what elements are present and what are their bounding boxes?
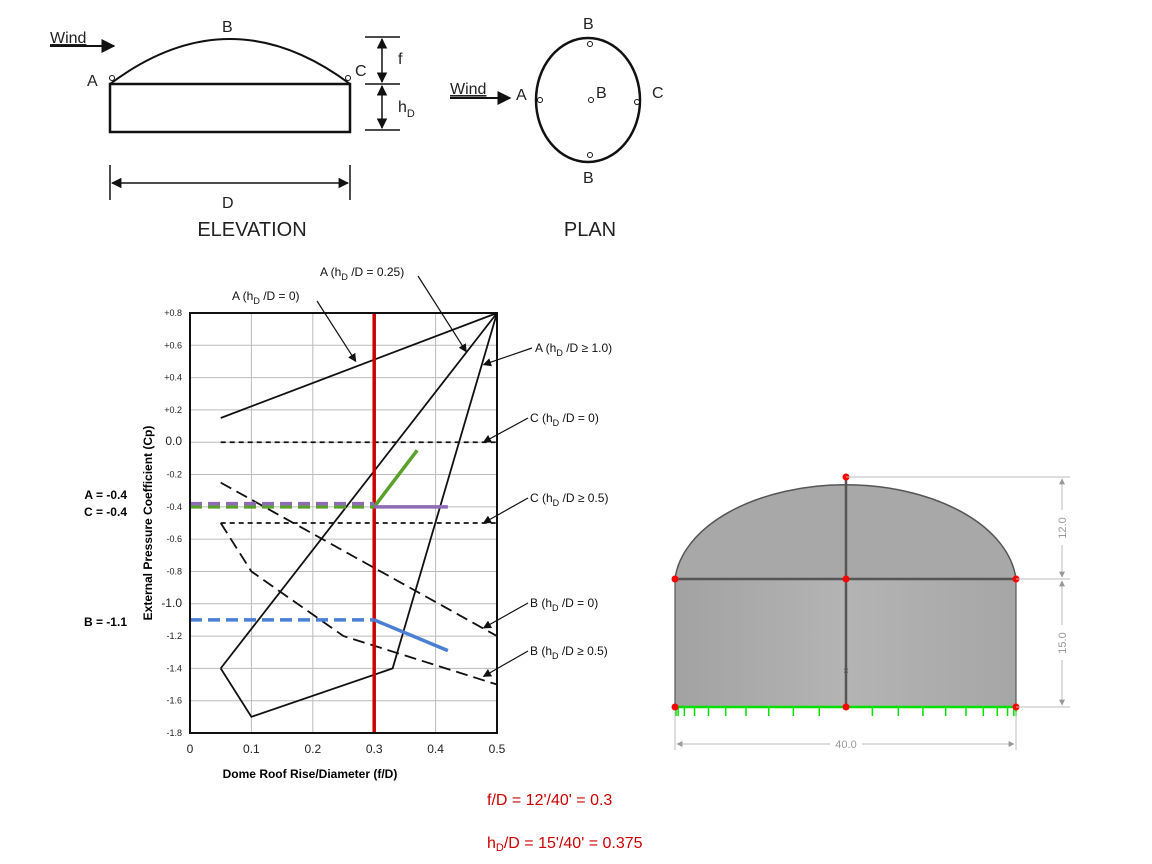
- plan-point-c: C: [652, 85, 664, 102]
- label-arrow: [482, 650, 529, 677]
- x-tick-label: 0.5: [489, 742, 506, 756]
- label-arrow: [482, 602, 529, 629]
- plan-point-b-top: B: [583, 16, 594, 33]
- y-tick-label: +0.4: [164, 373, 182, 383]
- model-dimensions: [674, 476, 1070, 750]
- dim-f-label: f: [398, 51, 403, 68]
- y-tick-label: -1.0: [161, 596, 182, 610]
- y-tick-label: -1.6: [166, 696, 182, 706]
- dome-model-view: × 12.0 15.0 40.0: [671, 473, 1070, 751]
- series-label: A (hD /D = 0): [232, 289, 300, 306]
- series-label: A (hD /D = 0.25): [320, 265, 404, 282]
- plot-frame: [189, 312, 498, 734]
- plan-title: PLAN: [564, 219, 616, 241]
- cylinder-wall: [108, 82, 352, 134]
- wind-label: Wind: [50, 30, 86, 47]
- point-c-label: C: [355, 63, 367, 80]
- label-arrow: [482, 417, 529, 443]
- series-label: A (hD /D ≥ 1.0): [535, 341, 612, 358]
- readout-b: B = -1.1: [84, 615, 127, 629]
- series-line: [220, 312, 498, 419]
- centroid-mark-icon: ×: [843, 666, 849, 677]
- dim-d-label: D: [222, 195, 234, 212]
- label-arrow: [482, 497, 529, 524]
- y-axis-label: External Pressure Coefficient (Cp): [141, 426, 155, 621]
- x-axis-label: Dome Roof Rise/Diameter (f/D): [223, 767, 398, 781]
- y-tick-label: -0.2: [166, 470, 182, 480]
- dimension-f-hd: [365, 36, 400, 131]
- b-reading-solid: [373, 618, 449, 653]
- series-line: [219, 312, 498, 669]
- plan-circle: [534, 36, 642, 164]
- x-tick-label: 0.4: [427, 742, 444, 756]
- x-tick-label: 0.1: [243, 742, 260, 756]
- chart-series: [219, 312, 498, 718]
- y-tick-label: -0.8: [166, 566, 182, 576]
- y-tick-label: -0.4: [166, 502, 182, 512]
- series-label: B (hD /D ≥ 0.5): [530, 644, 608, 661]
- x-tick-label: 0: [187, 742, 194, 756]
- label-arrow: [316, 300, 357, 363]
- dome-arc: [109, 38, 351, 85]
- dimension-d: [109, 165, 351, 200]
- elevation-view: Wind A B C f hD D ELEVATION: [50, 19, 415, 241]
- series-line: [220, 481, 498, 637]
- y-tick-label: -1.2: [166, 631, 182, 641]
- series-labels: A (hD /D = 0) A (hD /D = 0.25) A (hD /D ≥ …: [232, 265, 612, 677]
- series-line: [219, 312, 498, 718]
- y-tick-label: -1.4: [166, 663, 182, 673]
- y-tick-label: +0.6: [164, 340, 182, 350]
- y-tick-label: -1.8: [166, 728, 182, 738]
- y-tick-label: +0.8: [164, 308, 182, 318]
- dim-wall-label: 15.0: [1057, 632, 1069, 653]
- chart-ticks: 0 0.1 0.2 0.3 0.4 0.5 +0.8 +0.6 +0.4 +0.2 0.0 -0.2 -…: [161, 308, 505, 756]
- label-arrow: [482, 347, 533, 367]
- plan-point-b-bottom: B: [583, 170, 594, 187]
- formula-hd-over-d: hD/D = 15'/40' = 0.375: [487, 835, 643, 854]
- dim-diameter-label: 40.0: [835, 739, 856, 751]
- plan-point-a: A: [516, 87, 527, 104]
- dim-hd-label: hD: [398, 99, 415, 120]
- plan-wind-label: Wind: [450, 81, 486, 98]
- dim-rise-label: 12.0: [1057, 517, 1069, 538]
- a-reading-solid: [372, 449, 419, 508]
- pressure-coefficient-chart: 0 0.1 0.2 0.3 0.4 0.5 +0.8 +0.6 +0.4 +0.2 0.0 -0.2 -…: [84, 265, 612, 781]
- chart-overlays: [190, 313, 449, 733]
- plan-point-b-center: B: [596, 85, 607, 102]
- readout-a: A = -0.4: [84, 488, 127, 502]
- series-label: B (hD /D = 0): [530, 596, 598, 613]
- elevation-title: ELEVATION: [197, 219, 306, 241]
- plan-view: Wind B B A B C PLAN: [450, 16, 664, 241]
- y-tick-label: 0.0: [165, 434, 182, 448]
- readout-c: C = -0.4: [84, 505, 127, 519]
- chart-grid: [189, 312, 498, 734]
- y-tick-label: +0.2: [164, 405, 182, 415]
- series-label: C (hD /D ≥ 0.5): [530, 491, 608, 508]
- series-line: [219, 522, 498, 686]
- y-tick-label: -0.6: [166, 534, 182, 544]
- formula-f-over-d: f/D = 12'/40' = 0.3: [487, 792, 612, 809]
- label-arrow: [417, 275, 467, 353]
- x-tick-label: 0.2: [304, 742, 321, 756]
- x-tick-label: 0.3: [366, 742, 383, 756]
- point-a-label: A: [87, 73, 98, 90]
- series-label: C (hD /D = 0): [530, 411, 599, 428]
- point-b-label: B: [222, 19, 233, 36]
